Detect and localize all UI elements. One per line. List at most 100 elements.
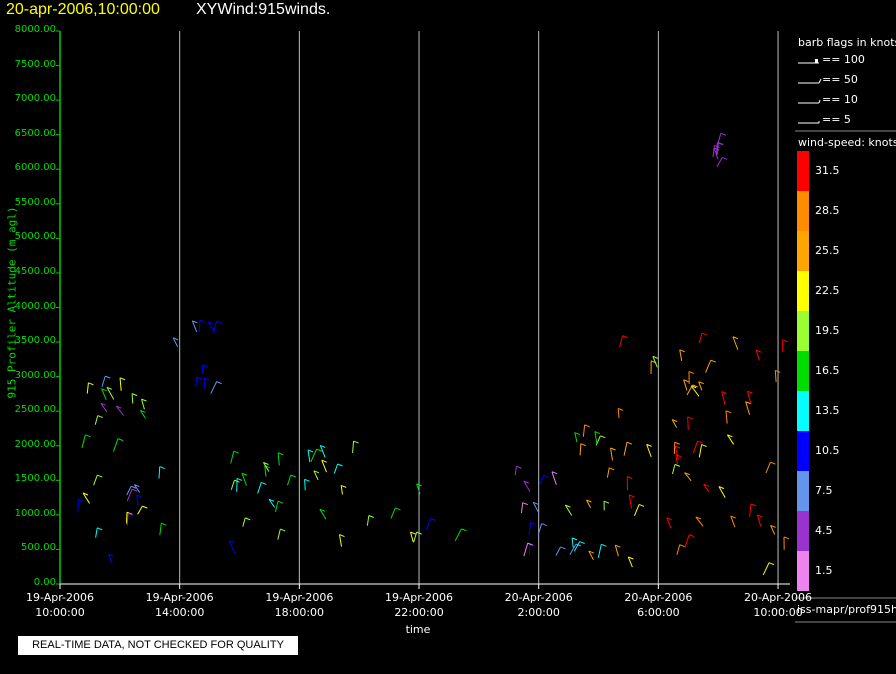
flag-5-label: == 5	[822, 113, 851, 126]
wind-barb	[712, 144, 720, 158]
wind-barb	[528, 522, 536, 535]
barb-flag	[119, 377, 126, 381]
wind-barb	[195, 376, 203, 388]
wind-barb	[762, 562, 775, 576]
barb-flag	[533, 501, 539, 505]
barb-flag	[603, 500, 610, 504]
barb-flag	[594, 431, 601, 435]
wind-barb	[126, 485, 137, 496]
wind-barb	[628, 494, 635, 509]
barb-shaft	[264, 465, 267, 477]
barb-shaft	[242, 517, 246, 527]
wind-barb	[783, 536, 790, 550]
barb-flag	[601, 543, 607, 547]
barb-shaft	[597, 544, 602, 558]
wind-barb	[310, 448, 322, 462]
barb-shaft	[228, 540, 236, 554]
barb-shaft	[588, 550, 594, 560]
barb-flag	[307, 449, 314, 453]
barb-shaft	[595, 435, 601, 446]
y-tick-label: 5000.00	[14, 231, 56, 243]
wind-barb	[606, 467, 615, 478]
y-tick-label: 6500.00	[14, 127, 56, 139]
barb-flag	[530, 522, 536, 526]
wind-barb	[626, 476, 633, 491]
wind-barb	[319, 508, 327, 520]
wind-barb	[101, 388, 107, 400]
barb-shaft	[671, 419, 678, 428]
barb-shaft	[101, 375, 106, 387]
wind-barb	[745, 401, 751, 415]
barb-flag	[172, 337, 179, 341]
wind-barb	[274, 500, 284, 513]
y-tick-label: 4500.00	[14, 265, 56, 277]
barb-shaft	[606, 467, 610, 478]
barb-flag	[97, 527, 103, 531]
wind-barb	[86, 382, 94, 394]
wind-barb	[321, 459, 328, 473]
wind-barb	[623, 441, 633, 456]
barb-shaft	[582, 424, 586, 437]
barb-flag	[574, 432, 580, 436]
barb-flag	[629, 494, 635, 498]
barb-shaft	[286, 474, 292, 486]
wind-barb	[523, 542, 533, 557]
barb-shaft	[321, 459, 328, 473]
barb-shaft	[277, 528, 281, 540]
barb-shaft	[195, 376, 198, 388]
barb-shaft	[718, 486, 726, 498]
barb-shaft	[115, 405, 125, 416]
barb-shaft	[692, 440, 699, 454]
barb-shaft	[623, 442, 628, 456]
barb-flag	[770, 461, 776, 465]
barb-shaft	[716, 157, 723, 167]
barb-flag	[541, 523, 547, 527]
wind-barb	[133, 484, 141, 493]
colorbar-swatch	[797, 471, 809, 511]
barb-shaft	[618, 335, 624, 348]
barb-flag	[290, 474, 296, 478]
wind-barb	[749, 503, 757, 517]
barb-shaft	[617, 408, 620, 419]
barb-flag	[575, 543, 582, 547]
barb-flag	[627, 476, 633, 479]
wind-barb	[732, 336, 739, 351]
barb-flag	[721, 391, 727, 395]
colorbar-swatch	[797, 551, 809, 591]
barb-shaft	[730, 515, 736, 528]
barb-flag	[410, 531, 416, 535]
flag-50-label: == 50	[822, 73, 858, 86]
barb-flag	[208, 321, 214, 325]
barb-flag	[85, 434, 91, 438]
barb-flag	[565, 504, 571, 508]
barb-shaft	[133, 484, 141, 493]
x-tick-label: 20-Apr-2006 2:00:00	[504, 591, 573, 619]
wind-barb	[514, 465, 522, 476]
barb-flag	[757, 514, 763, 518]
x-tick-label: 20-Apr-2006 10:00:00	[744, 591, 813, 619]
barb-shaft	[86, 382, 89, 394]
wind-barb	[564, 504, 573, 516]
barb-shaft	[721, 391, 726, 405]
barb-flag	[586, 499, 592, 503]
wind-barb	[618, 335, 628, 348]
barb-shaft	[82, 492, 91, 504]
colorbar-label: 7.5	[815, 484, 833, 497]
barb-shaft	[574, 432, 578, 443]
barb-shaft	[413, 531, 418, 543]
barb-flag	[263, 462, 269, 465]
wind-barb	[726, 434, 735, 445]
wind-barb	[539, 474, 549, 485]
wind-barb	[119, 377, 126, 391]
wind-barb	[126, 512, 134, 526]
wind-barb	[652, 355, 659, 368]
wind-barb	[597, 543, 607, 558]
barb-flag	[671, 419, 678, 423]
colorbar-swatch	[797, 351, 809, 391]
barb-shaft	[770, 525, 776, 535]
wind-barb	[755, 349, 762, 361]
wind-barb	[692, 440, 703, 454]
wind-barb	[686, 384, 698, 396]
barb-flag	[730, 515, 736, 519]
wind-barb	[277, 528, 286, 540]
